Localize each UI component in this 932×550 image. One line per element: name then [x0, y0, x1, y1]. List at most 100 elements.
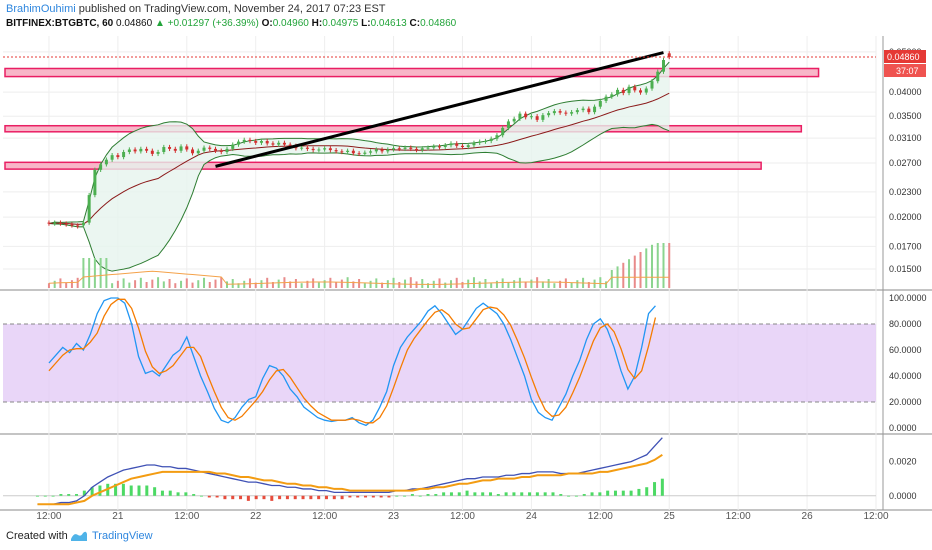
- candle-body: [208, 147, 212, 149]
- macd-histogram-bar: [43, 495, 47, 497]
- candle-body: [351, 150, 355, 154]
- candle-body: [420, 148, 424, 151]
- symbol-label: BITFINEX:BTGBTC, 60: [6, 18, 114, 29]
- volume-bar: [139, 277, 142, 288]
- x-tick-label: 23: [388, 511, 400, 522]
- candle-body: [386, 149, 390, 152]
- volume-bar: [628, 259, 631, 288]
- candle-body: [501, 127, 505, 136]
- macd-histogram-bar: [239, 495, 243, 500]
- candle-body: [570, 112, 574, 114]
- candle-body: [122, 151, 126, 158]
- volume-bar: [306, 280, 309, 288]
- candle-body: [489, 138, 493, 142]
- candle-body: [575, 110, 579, 113]
- macd-histogram-bar: [153, 487, 157, 496]
- stoch-tick-label: 20.0000: [889, 397, 922, 407]
- macd-histogram-bar: [379, 495, 383, 498]
- candle-body: [53, 222, 57, 224]
- macd-histogram-bar: [82, 490, 86, 496]
- volume-bar: [76, 277, 79, 288]
- macd-histogram-bar: [129, 485, 133, 496]
- price-tick-label: 0.02300: [889, 187, 922, 197]
- volume-bar: [495, 280, 498, 288]
- candle-body: [300, 147, 304, 149]
- volume-bar: [128, 282, 131, 288]
- sr-zone: [4, 67, 820, 78]
- tradingview-link[interactable]: TradingView: [92, 530, 153, 542]
- volume-bar: [122, 278, 125, 288]
- candle-body: [127, 149, 131, 152]
- x-tick-label: 12:00: [36, 511, 61, 522]
- macd-histogram-bar: [395, 495, 399, 497]
- chart-canvas[interactable]: 12:00 21 12:00 22 12:00 23 12:00 24 12:00 25 12:00…: [0, 36, 932, 522]
- candle-body: [133, 149, 137, 152]
- candle-body: [231, 144, 235, 149]
- close-value: 0.04860: [420, 18, 457, 29]
- macd-histogram-bar: [348, 495, 352, 498]
- macd-histogram-bar: [481, 492, 485, 496]
- volume-bar: [185, 278, 188, 288]
- candle-body: [616, 89, 620, 95]
- stoch-tick-label: 0.0000: [889, 423, 917, 433]
- volume-bar: [168, 279, 171, 288]
- candle-body: [145, 148, 149, 151]
- published-text: published on TradingView.com, November 2…: [78, 3, 386, 15]
- macd-histogram-bar: [434, 494, 438, 496]
- candle-body: [173, 148, 177, 151]
- macd-histogram-bar: [207, 495, 211, 498]
- candle-body: [604, 96, 608, 101]
- volume-bar: [105, 258, 108, 288]
- candle-body: [460, 145, 464, 148]
- macd-histogram-bar: [653, 482, 657, 496]
- macd-histogram-bar: [301, 495, 305, 500]
- symbol-line: BITFINEX:BTGBTC, 60 0.04860 ▲ +0.01297 (…: [6, 18, 456, 29]
- volume-bar: [472, 277, 475, 288]
- candle-body: [202, 147, 206, 151]
- volume-bar: [409, 277, 412, 288]
- low-value: 0.04613: [370, 18, 407, 29]
- candle-body: [438, 146, 441, 148]
- macd-histogram-bar: [512, 492, 516, 496]
- volume-bar: [134, 280, 137, 288]
- macd-histogram-bar: [324, 495, 328, 500]
- candle-body: [633, 86, 637, 91]
- macd-histogram-bar: [75, 494, 79, 496]
- volume-bar: [220, 277, 223, 288]
- volume-bar: [662, 243, 665, 288]
- macd-histogram-bar: [410, 494, 414, 496]
- volume-bar: [507, 282, 510, 288]
- open-label: O:: [261, 18, 273, 29]
- volume-bar: [490, 283, 493, 288]
- x-tick-label: 25: [664, 511, 676, 522]
- candle-body: [639, 90, 643, 93]
- price-tag-text: 0.04860: [887, 52, 920, 62]
- price-tick-label: 0.01700: [889, 241, 922, 251]
- stoch-tick-label: 80.0000: [889, 319, 922, 329]
- candle-body: [661, 59, 665, 72]
- volume-bar: [455, 277, 458, 288]
- author-link[interactable]: BrahimOuhimi: [6, 3, 76, 15]
- macd-histogram-bar: [465, 490, 469, 496]
- volume-bar: [271, 282, 274, 288]
- chart-background: [0, 36, 932, 522]
- volume-bar: [99, 258, 102, 288]
- candle-body: [116, 155, 120, 158]
- tradingview-logo-icon[interactable]: [70, 529, 88, 548]
- created-with-label: Created with: [6, 530, 68, 542]
- open-value: 0.04960: [272, 18, 309, 29]
- bb-upper: [48, 61, 670, 225]
- macd-histogram-bar: [270, 495, 274, 501]
- candle-body: [242, 139, 246, 142]
- price-tick-label: 0.02000: [889, 212, 922, 222]
- candle-body: [58, 222, 62, 224]
- stoch-d-line: [48, 298, 657, 424]
- macd-histogram-bar: [278, 495, 282, 500]
- volume-bar: [501, 278, 504, 288]
- candle-body: [254, 141, 258, 143]
- macd-histogram-bar: [629, 490, 633, 496]
- macd-histogram-bar: [176, 492, 180, 496]
- footer: Created with TradingView: [0, 522, 932, 550]
- stoch-band: [3, 323, 876, 403]
- stoch-overbought-oversold-band: [3, 324, 876, 402]
